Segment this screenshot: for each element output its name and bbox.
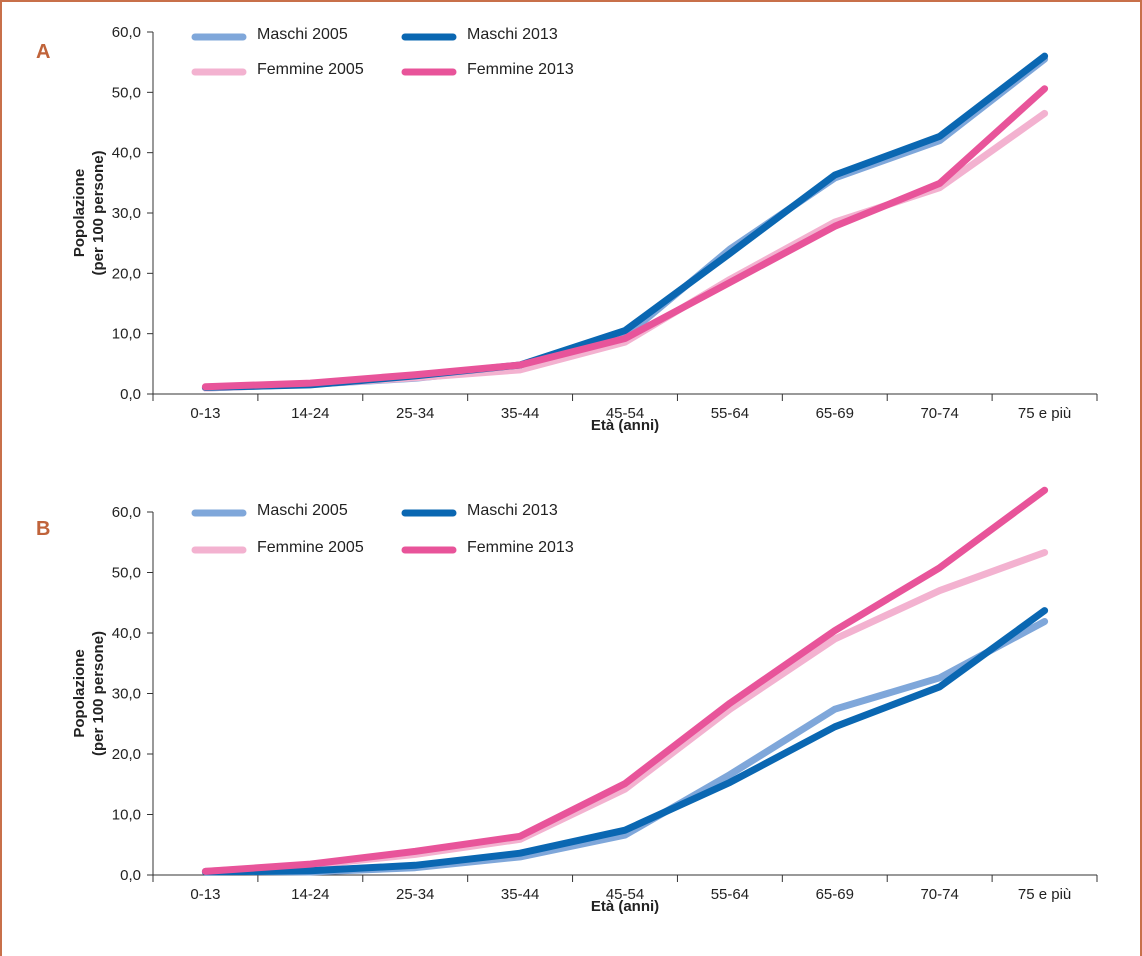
y-tick-label: 10,0 [112, 326, 141, 343]
x-tick-label: 14-24 [291, 405, 329, 422]
x-tick-label: 75 e più [1018, 886, 1071, 903]
x-tick-label: 14-24 [291, 886, 329, 903]
series-line-femmine-2005 [201, 109, 1049, 392]
y-tick-label: 10,0 [112, 807, 141, 824]
x-tick-label: 70-74 [920, 886, 958, 903]
x-tick-label: 55-64 [711, 886, 749, 903]
x-tick-label: 0-13 [190, 405, 220, 422]
x-tick-label: 45-54 [606, 886, 644, 903]
x-axis-title: Età (anni) [591, 898, 659, 915]
legend-label-maschi-2005: Maschi 2005 [257, 26, 348, 43]
x-tick-label: 0-13 [190, 886, 220, 903]
legend-label-femmine-2005: Femmine 2005 [257, 61, 364, 78]
y-tick-label: 60,0 [112, 24, 141, 41]
x-tick-label: 75 e più [1018, 405, 1071, 422]
legend-label-femmine-2013: Femmine 2013 [467, 539, 574, 556]
legend-label-femmine-2005: Femmine 2005 [257, 539, 364, 556]
y-tick-label: 50,0 [112, 565, 141, 582]
y-axis-title-line-1: Popolazione [71, 169, 88, 257]
y-tick-label: 0,0 [120, 867, 141, 884]
legend-label-maschi-2013: Maschi 2013 [467, 502, 558, 519]
series-line-femmine-2013 [201, 486, 1049, 875]
x-tick-label: 45-54 [606, 405, 644, 422]
y-tick-label: 20,0 [112, 265, 141, 282]
legend-label-maschi-2013: Maschi 2013 [467, 26, 558, 43]
y-tick-label: 40,0 [112, 625, 141, 642]
y-axis-title-line-2: (per 100 persone) [90, 150, 107, 275]
y-tick-label: 20,0 [112, 746, 141, 763]
y-axis-title-line-1: Popolazione [71, 649, 88, 737]
y-tick-label: 60,0 [112, 504, 141, 521]
x-tick-label: 35-44 [501, 405, 539, 422]
y-axis-title-line-2: (per 100 persone) [90, 631, 107, 756]
chart-panel-b: B 0,0 10,0 20,0 30,0 40,0 50,0 60,0 0-13 14-24 25-… [36, 486, 1098, 915]
legend-label-femmine-2013: Femmine 2013 [467, 61, 574, 78]
x-tick-label: 70-74 [920, 405, 958, 422]
panel-letter: B [36, 518, 50, 540]
legend-label-maschi-2005: Maschi 2005 [257, 502, 348, 519]
series-line-maschi-2005 [201, 618, 1049, 876]
x-tick-label: 65-69 [816, 405, 854, 422]
chart-panel-a: A 0,0 10,0 20,0 30,0 40,0 50,0 60,0 0-13 14-24 25-… [36, 24, 1098, 434]
y-tick-label: 50,0 [112, 84, 141, 101]
panel-letter: A [36, 41, 50, 63]
y-tick-label: 40,0 [112, 145, 141, 162]
legend: Maschi 2005 Maschi 2013 Femmine 2005 Femmin… [191, 502, 574, 556]
x-tick-label: 25-34 [396, 405, 434, 422]
x-tick-label: 65-69 [816, 886, 854, 903]
series-line-maschi-2013 [201, 607, 1049, 876]
y-tick-label: 30,0 [112, 686, 141, 703]
series-line-femmine-2005 [201, 549, 1049, 875]
series-line-femmine-2013 [201, 85, 1049, 391]
x-tick-label: 55-64 [711, 405, 749, 422]
x-tick-label: 35-44 [501, 886, 539, 903]
y-tick-label: 0,0 [120, 386, 141, 403]
x-axis-title: Età (anni) [591, 417, 659, 434]
x-tick-label: 25-34 [396, 886, 434, 903]
legend: Maschi 2005 Maschi 2013 Femmine 2005 Femmin… [191, 26, 574, 78]
y-tick-label: 30,0 [112, 205, 141, 222]
